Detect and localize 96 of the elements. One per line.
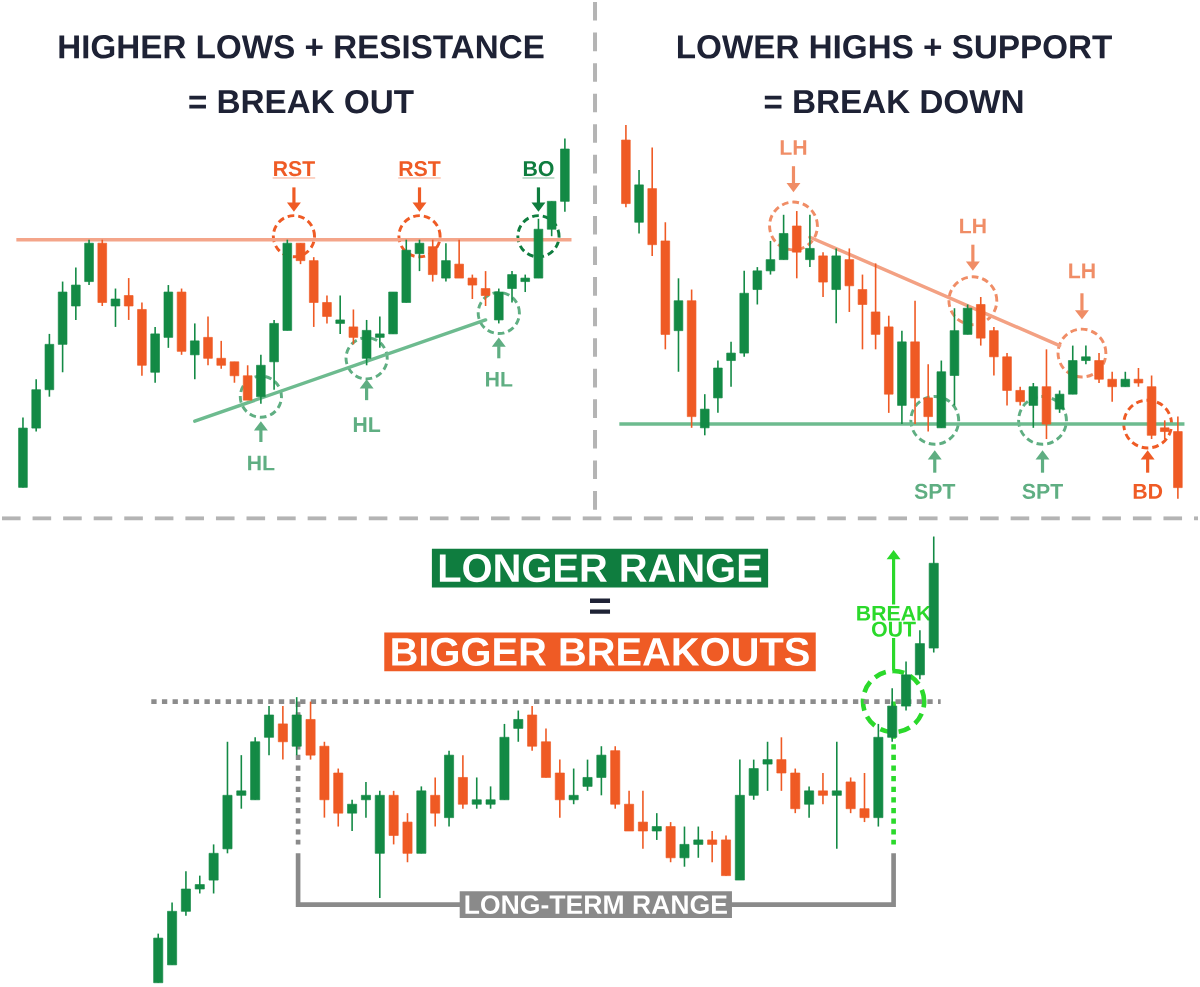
annotation: RST — [274, 161, 315, 177]
candlestick — [1041, 348, 1052, 440]
chart-subtitle: = BREAK OUT — [189, 90, 414, 114]
candlestick — [305, 700, 316, 761]
candlestick — [388, 291, 398, 335]
candlestick — [499, 723, 510, 801]
candlestick — [962, 303, 973, 336]
candlestick — [765, 240, 776, 276]
annotation: SPT — [1022, 483, 1063, 500]
candlestick — [936, 359, 946, 429]
candlestick — [471, 776, 482, 810]
candlestick — [520, 273, 530, 293]
candlestick — [1133, 367, 1144, 388]
candlestick — [638, 790, 648, 850]
candlestick — [857, 273, 868, 351]
candlestick — [568, 767, 579, 806]
candlestick — [686, 288, 697, 429]
candlestick — [748, 758, 759, 801]
candlestick — [467, 273, 478, 300]
annotation: LONG-TERM RANGE — [465, 895, 727, 915]
candlestick — [818, 772, 828, 806]
candlestick — [454, 239, 464, 280]
candlestick — [163, 284, 174, 349]
candlestick — [194, 874, 205, 895]
text: BIGGER BREAKOUTS — [392, 637, 809, 667]
candlestick — [480, 270, 491, 307]
candlestick — [402, 812, 413, 864]
candlestick — [673, 277, 684, 373]
candlestick — [208, 843, 219, 895]
candlestick — [1160, 419, 1170, 440]
chart-title: HIGHER LOWS + RESISTANCE — [59, 35, 544, 59]
candlestick — [216, 340, 226, 370]
candlestick — [831, 741, 842, 850]
candlestick — [124, 277, 134, 321]
candlestick — [778, 214, 789, 261]
candlestick — [844, 247, 854, 313]
candlestick — [713, 359, 723, 414]
candlestick — [859, 772, 870, 824]
annotation: SPT — [914, 483, 956, 500]
annotation: LH — [960, 218, 986, 234]
candlestick — [665, 821, 676, 864]
candlestick — [726, 341, 736, 388]
candlestick — [282, 239, 292, 332]
candlestick — [416, 785, 427, 855]
candlestick — [361, 319, 372, 367]
candlestick — [242, 364, 253, 402]
candlestick — [752, 266, 762, 306]
candlestick — [693, 825, 704, 859]
candlestick — [596, 745, 607, 797]
candlestick — [776, 736, 787, 792]
candlestick — [222, 741, 233, 855]
candlestick — [679, 825, 690, 868]
candlestick — [845, 776, 856, 815]
annotation: LH — [780, 140, 807, 155]
candlestick — [873, 723, 884, 828]
annotation: HL — [353, 417, 381, 433]
candlestick — [870, 262, 881, 351]
candlestick — [707, 830, 718, 864]
candlestick — [319, 741, 330, 819]
candlestick — [414, 239, 425, 273]
annotation: RST — [399, 161, 441, 177]
candlestick — [818, 251, 828, 298]
candlestick — [494, 287, 504, 325]
candlestick — [513, 709, 524, 743]
annotation: HL — [248, 455, 275, 471]
candlestick — [110, 287, 121, 328]
candlestick — [388, 790, 399, 846]
candlestick — [533, 218, 544, 280]
annotation: HL — [486, 372, 513, 387]
candlestick — [236, 754, 247, 810]
candlestick — [57, 280, 68, 374]
candlestick — [762, 741, 773, 792]
chart-subtitle: = BREAK DOWN — [764, 90, 1023, 114]
candlestick — [660, 221, 671, 351]
candlestick — [229, 361, 240, 384]
chart-title: LONGER RANGE — [439, 554, 762, 583]
chart-title: LOWER HIGHS + SUPPORT — [677, 35, 1112, 59]
candlestick — [44, 333, 55, 398]
annotation: BO — [523, 161, 554, 177]
candlestick — [176, 287, 187, 356]
annotation: LH — [1069, 263, 1095, 279]
candlestick — [949, 307, 960, 407]
annotation: = — [590, 598, 611, 614]
candlestick — [1028, 382, 1038, 429]
candlestick — [1054, 389, 1065, 414]
candlestick — [375, 315, 385, 349]
candlestick — [1081, 344, 1091, 366]
annotation: BD — [1133, 484, 1163, 499]
candlestick — [651, 812, 662, 841]
candlestick — [546, 200, 557, 238]
candlestick — [485, 785, 496, 810]
candlestick — [335, 294, 345, 335]
candlestick — [71, 266, 81, 321]
candlestick — [792, 210, 802, 280]
candlestick — [348, 308, 359, 346]
candlestick — [582, 758, 593, 792]
